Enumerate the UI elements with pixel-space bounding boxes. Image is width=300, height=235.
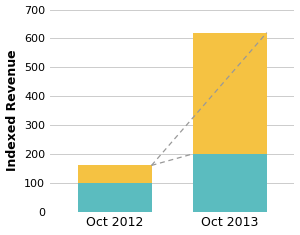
Bar xyxy=(78,165,152,183)
Bar xyxy=(193,33,267,154)
Bar xyxy=(78,183,152,212)
Bar xyxy=(193,154,267,212)
Y-axis label: Indexed Revenue: Indexed Revenue xyxy=(6,50,19,171)
